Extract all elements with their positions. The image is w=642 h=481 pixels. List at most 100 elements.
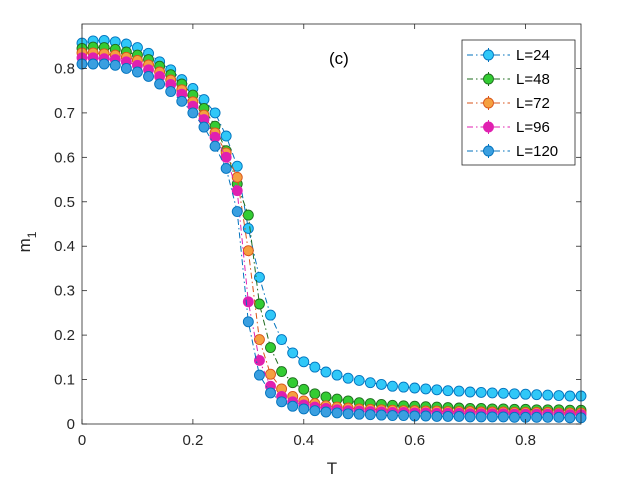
data-point (154, 78, 166, 90)
data-point (298, 383, 310, 395)
data-point (342, 372, 354, 384)
data-point (287, 347, 299, 359)
data-point (209, 140, 221, 152)
y-tick-label: 0.6 (54, 149, 75, 166)
data-point (131, 66, 143, 78)
data-point (320, 406, 332, 418)
series-line (82, 52, 581, 414)
data-point (497, 411, 509, 423)
legend-marker (483, 49, 494, 61)
data-point (120, 62, 132, 74)
data-point (242, 222, 254, 234)
x-axis-label: T (327, 459, 337, 478)
y-tick-label: 0.4 (54, 238, 75, 255)
data-point (509, 411, 520, 423)
data-point (486, 411, 498, 423)
panel-label: (c) (329, 49, 349, 68)
y-axis-label-subscript: 1 (25, 231, 39, 238)
data-point (509, 388, 520, 400)
data-point (220, 130, 232, 142)
data-point (198, 121, 210, 133)
y-axis-label: m1 (15, 231, 39, 252)
data-point (497, 387, 509, 399)
y-tick-label: 0.5 (54, 194, 75, 211)
data-point (276, 334, 288, 346)
data-point (431, 384, 443, 396)
legend-label: L=72 (516, 95, 550, 112)
data-point (242, 296, 254, 308)
data-point (276, 396, 288, 408)
data-point (542, 389, 554, 401)
data-point (364, 377, 376, 389)
plot-area (76, 34, 587, 424)
data-point (220, 162, 232, 174)
data-point (331, 369, 343, 381)
axes (81, 23, 582, 425)
data-point (265, 309, 276, 321)
data-point (231, 160, 243, 172)
y-tick-label: 0.7 (54, 105, 75, 122)
data-point (398, 410, 410, 422)
series-l-120 (76, 58, 587, 424)
series-line (82, 63, 581, 419)
data-point (265, 368, 276, 380)
data-point (464, 411, 476, 423)
data-point (353, 408, 365, 420)
data-point (553, 411, 565, 423)
series-line (82, 57, 581, 416)
legend-entry: L=24 (467, 47, 550, 64)
data-point (298, 356, 310, 368)
data-point (387, 410, 398, 422)
data-point (375, 378, 387, 390)
data-point (309, 361, 321, 373)
data-point (242, 245, 254, 257)
data-point (542, 411, 554, 423)
legend-label: L=24 (516, 47, 550, 64)
data-point (475, 386, 487, 398)
data-point (364, 409, 376, 421)
legend-entry: L=120 (467, 143, 558, 160)
data-point (531, 389, 543, 401)
y-axis-label-main: m (15, 238, 34, 252)
data-point (420, 410, 432, 422)
data-point (342, 408, 354, 420)
data-point (464, 386, 476, 398)
y-tick-label: 0 (67, 416, 75, 433)
data-point (253, 298, 265, 310)
data-point (165, 86, 177, 98)
legend-entry: L=96 (467, 119, 550, 136)
legend-label: L=48 (516, 71, 550, 88)
series-line (81, 46, 581, 411)
data-point (320, 366, 332, 378)
data-point (187, 107, 199, 119)
legend-marker (483, 97, 494, 109)
data-point (265, 342, 276, 354)
tick-labels: 0 0.2 0.4 0.6 0.8 0 0.1 0.2 0.3 0.4 0.5 0.6 0.7 0.8 (54, 60, 536, 449)
data-point (231, 185, 243, 197)
data-point (98, 58, 110, 70)
data-point (564, 390, 576, 402)
x-tick-label: 0.2 (182, 432, 203, 449)
x-tick-label: 0.6 (404, 432, 425, 449)
data-point (442, 385, 454, 397)
data-point (564, 412, 576, 424)
data-point (486, 387, 498, 399)
data-point (420, 383, 432, 395)
legend-entry: L=48 (467, 71, 550, 88)
data-point (553, 390, 565, 402)
data-point (242, 209, 254, 221)
data-point (475, 411, 487, 423)
data-point (176, 95, 188, 107)
data-point (298, 403, 310, 415)
data-point (353, 374, 365, 386)
data-point (309, 388, 321, 400)
data-point (375, 409, 387, 421)
legend-label: L=120 (516, 143, 558, 160)
data-point (287, 400, 299, 412)
legend: L=24 L=48 L=72 L=96 L=120 (461, 39, 576, 166)
legend-marker (483, 73, 494, 85)
data-point (398, 381, 410, 393)
data-point (253, 271, 265, 283)
data-point (231, 206, 243, 218)
